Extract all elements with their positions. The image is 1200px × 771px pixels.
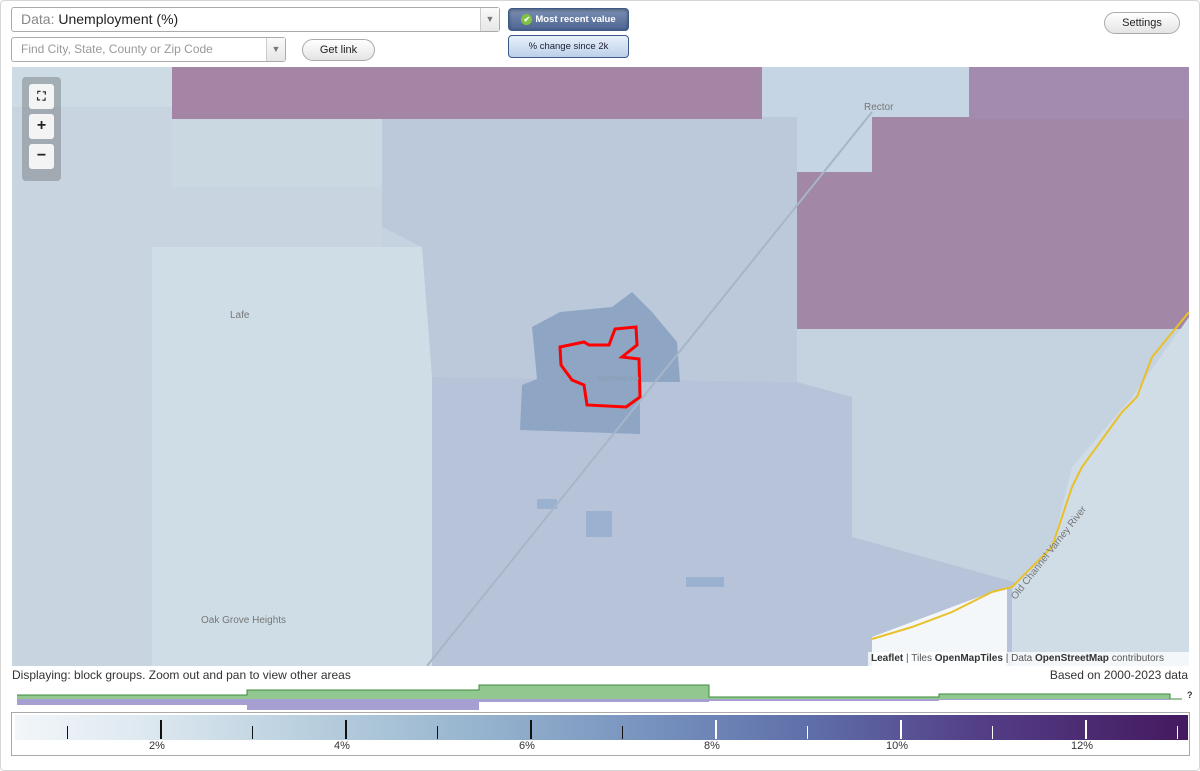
distribution-histogram [17,684,1182,710]
hist-bar-lower [709,699,939,701]
region-purple-ne [969,67,1189,119]
legend-tick [622,726,623,739]
hist-bar [939,694,1170,699]
percent-change-label: % change since 2k [528,41,609,52]
search-placeholder: Find City, State, County or Zip Code [21,42,213,56]
legend-label: 12% [1071,740,1094,752]
lake-feature [537,499,557,509]
hist-bar-lower [247,699,479,710]
displaying-note: Displaying: block groups. Zoom out and p… [12,668,351,682]
fit-bounds-icon[interactable]: ⛶ [29,84,54,109]
legend-tick [807,726,808,739]
map-canvas[interactable]: Rector Lafe Oak Grove Heights Old Channe… [12,67,1189,666]
legend-label: 10% [886,740,909,752]
legend-tick [437,726,438,739]
hist-outline [17,684,1182,700]
settings-button[interactable]: Settings [1104,12,1180,34]
map-attribution: Leaflet | Tiles OpenMapTiles | Data Open… [868,652,1189,666]
lake-feature [586,511,612,537]
legend-label: 6% [519,740,535,752]
attrib-contributors: contributors [1111,653,1164,664]
data-select[interactable]: Data: Unemployment (%) ▼ [11,7,500,32]
data-select-value: Unemployment (%) [58,11,179,27]
most-recent-label: Most recent value [535,14,616,25]
legend-tick [529,720,532,739]
hist-bar-lower [939,699,1170,700]
percent-change-toggle[interactable]: % change since 2k [508,35,629,58]
region-west [12,107,382,666]
legend-tick [1177,726,1178,739]
most-recent-value-toggle[interactable]: ✔ Most recent value [508,8,629,31]
chevron-down-icon[interactable]: ▼ [266,38,285,61]
zoom-out-button[interactable]: − [29,144,54,169]
chevron-down-icon[interactable]: ▼ [480,8,499,31]
railroad-line [426,111,873,666]
region-central [382,117,797,382]
region-purple-north [172,67,762,119]
hist-bar [247,690,479,699]
osm-link[interactable]: OpenStreetMap [1035,653,1109,664]
help-question-icon[interactable]: ? [1187,690,1193,700]
checkmark-icon: ✔ [521,13,533,25]
legend-tick [1084,720,1087,739]
data-select-label: Data: [21,11,55,27]
openmaptiles-link[interactable]: OpenMapTiles [934,653,1003,664]
region-lafe [152,247,452,666]
legend-tick [899,720,902,739]
legend-tick [252,726,253,739]
zoom-in-button[interactable]: + [29,114,54,139]
get-link-button[interactable]: Get link [302,39,375,61]
legend-gradient-bar [15,715,1188,740]
legend-tick [159,720,162,739]
legend-label: 4% [334,740,350,752]
attrib-sep: | [906,653,909,664]
selected-area-outline[interactable] [558,325,642,409]
legend-tick [992,726,993,739]
hist-bar-lower [17,699,247,705]
attrib-tiles: Tiles [911,653,932,664]
hist-bar [479,685,709,699]
color-legend: 2% 4% 6% 8% 10% 12% [11,712,1190,756]
legend-tick [714,720,717,739]
river-boundary [871,311,1189,640]
region-white [872,587,1007,666]
hist-bar [17,695,247,699]
hist-bar-lower [479,699,709,702]
legend-label: 2% [149,740,165,752]
region-north-light [172,107,382,187]
zoom-control: ⛶ + − [22,77,61,181]
region-east-light [1012,317,1189,666]
legend-tick [67,726,68,739]
attrib-data: Data [1011,653,1033,664]
location-search-input[interactable]: Find City, State, County or Zip Code ▼ [11,37,286,62]
legend-label: 8% [704,740,720,752]
lake-feature [686,577,724,587]
map-svg[interactable]: Rector Lafe Oak Grove Heights Old Channe… [12,67,1189,666]
place-label-lafe: Lafe [230,310,250,321]
place-label-oak-grove: Oak Grove Heights [201,615,286,626]
hist-bar [709,697,939,699]
place-label-rector: Rector [864,102,894,113]
place-label-marmaduke: Marmaduke [597,374,640,383]
data-range-note: Based on 2000-2023 data [1049,668,1188,682]
legend-tick [344,720,347,739]
leaflet-link[interactable]: Leaflet [871,653,904,664]
attrib-sep: | [1005,653,1009,664]
region-purple-east [797,67,1189,329]
